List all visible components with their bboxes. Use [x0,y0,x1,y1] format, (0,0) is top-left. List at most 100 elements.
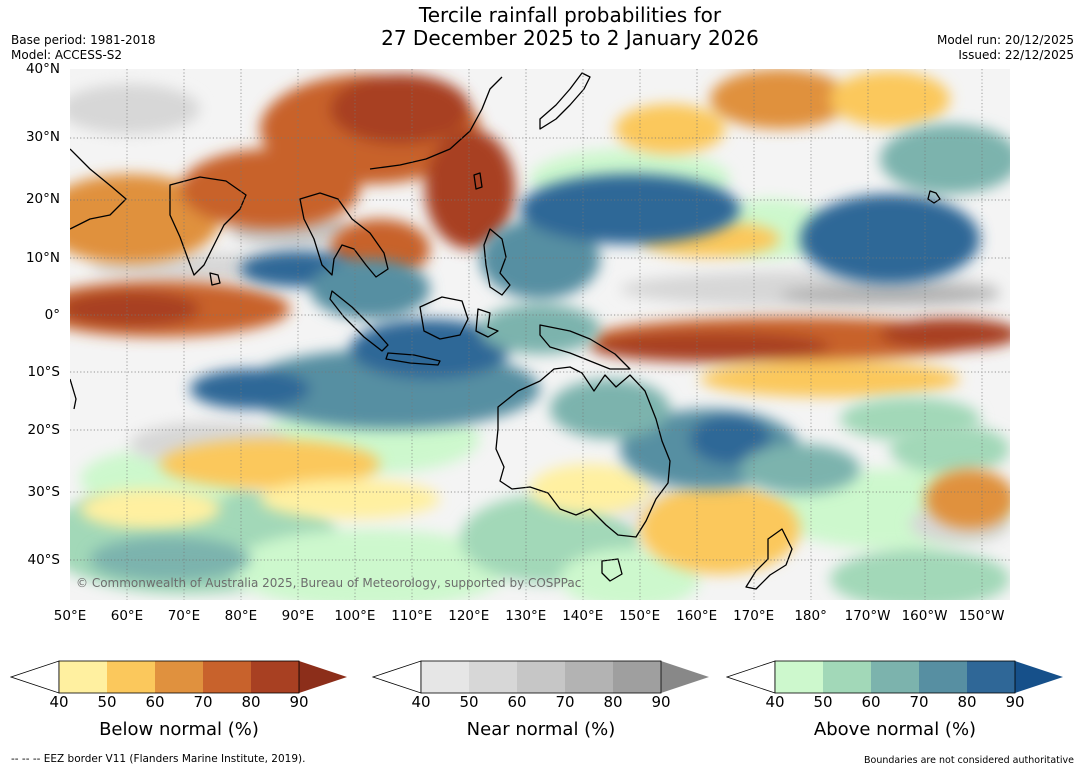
lat-label-20n: 20°N [25,191,60,207]
above-field [800,194,980,284]
legend-near-tick: 50 [459,693,479,711]
above-field [90,537,250,581]
above-field [310,259,430,319]
legend-above-tick: 40 [765,693,785,711]
colorbar-swatch [421,661,469,693]
lon-label: 180° [794,608,827,624]
africa-coast-outline [70,378,77,410]
above-field [190,369,310,409]
lat-label-20s: 20°S [27,422,61,438]
colorbar-frame [774,660,1016,694]
philippines-outline [483,228,511,296]
colorbar-swatch [565,661,613,693]
below-field [330,74,470,144]
colorbar-extend-low [10,660,60,694]
legend-below-tick: 60 [145,693,165,711]
above-field [880,124,1010,194]
below-field [880,318,1010,350]
legend-near-tick: 40 [411,693,431,711]
eez-border-note: -- -- -- EEZ border V11 (Flanders Marine… [11,753,306,765]
map-title: Tercile rainfall probabilities for 27 De… [270,4,870,50]
model-run-text: Model run: 20/12/2025 [936,33,1074,47]
colorbar-swatch [59,661,107,693]
title-line-2: 27 December 2025 to 2 January 2026 [381,26,759,50]
colorbar-extend-low [372,660,422,694]
legend-below-tick: 50 [97,693,117,711]
legend-above-tick: 70 [909,693,929,711]
india-outline [169,176,247,276]
legend-near-tick: 90 [651,693,671,711]
colorbar-below [10,660,347,694]
above-field [740,444,860,494]
lon-label: 160°W [901,608,948,624]
below-field [80,489,220,529]
graticule [70,69,1010,600]
lon-label: 50°E [53,608,87,624]
below-field [925,469,1010,529]
map-canvas [70,69,1010,600]
legend-near-label: Near normal (%) [466,719,616,740]
new-guinea-outline [539,324,631,370]
near-field [780,284,1000,306]
lat-label-10s: 10°S [27,364,61,380]
arabia-outline [70,148,127,230]
lon-label: 100°E [334,608,376,624]
colorbar-frame [420,660,662,694]
issued-text: Issued: 22/12/2025 [958,48,1074,62]
below-field [700,361,960,397]
legend-below-tick: 40 [49,693,69,711]
legend-above-tick: 80 [957,693,977,711]
sulawesi-outline [475,308,499,338]
legend-below-tick: 70 [193,693,213,711]
legend-above-tick: 90 [1005,693,1025,711]
colorbar-swatch [775,661,823,693]
legend-below-tick: 90 [289,693,309,711]
colorbar-swatch [251,661,299,693]
indochina-outline [299,192,389,278]
below-field [425,129,515,249]
lon-label: 80°E [224,608,258,624]
colorbar-extend-high [299,661,347,693]
copyright-text: © Commonwealth of Australia 2025, Bureau… [76,576,582,590]
title-line-1: Tercile rainfall probabilities for [418,3,722,27]
above-field [230,529,510,600]
lat-label-30n: 30°N [25,129,60,145]
borneo-outline [419,296,469,340]
colorbar-swatch [871,661,919,693]
tasmania-outline [601,558,623,582]
lon-label: 110°E [391,608,433,624]
above-field [550,379,670,439]
colorbar-above [726,660,1063,694]
lat-label-40s: 40°S [27,552,61,568]
coastlines [70,72,941,590]
below-field [530,464,650,514]
model-text: Model: ACCESS-S2 [11,48,123,62]
base-period-text: Base period: 1981-2018 [11,33,156,47]
legend-near-tick: 60 [507,693,527,711]
legend-near-tick: 70 [555,693,575,711]
above-field [560,549,700,600]
colorbar-swatch [107,661,155,693]
colorbar-frame [58,660,300,694]
below-field [710,69,850,129]
above-field [840,397,980,441]
colorbar-swatch [967,661,1015,693]
near-field [70,84,200,134]
taiwan-outline [473,172,483,190]
below-field [615,104,725,154]
lon-label: 140°E [562,608,604,624]
colorbar-swatch [517,661,565,693]
china-coast-outline [369,76,503,170]
lat-label-0: 0° [44,307,60,323]
lon-label: 160°E [676,608,718,624]
colorbar-near [372,660,709,694]
probability-map: © Commonwealth of Australia 2025, Bureau… [70,69,1010,600]
australia-outline [495,366,671,538]
colorbar-swatch [155,661,203,693]
colorbar-swatch [613,661,661,693]
above-field [690,414,770,464]
below-field [160,439,380,489]
lon-label: 70°E [167,608,201,624]
sumatra-outline [329,290,389,352]
legend-above-label: Above normal (%) [813,719,977,740]
